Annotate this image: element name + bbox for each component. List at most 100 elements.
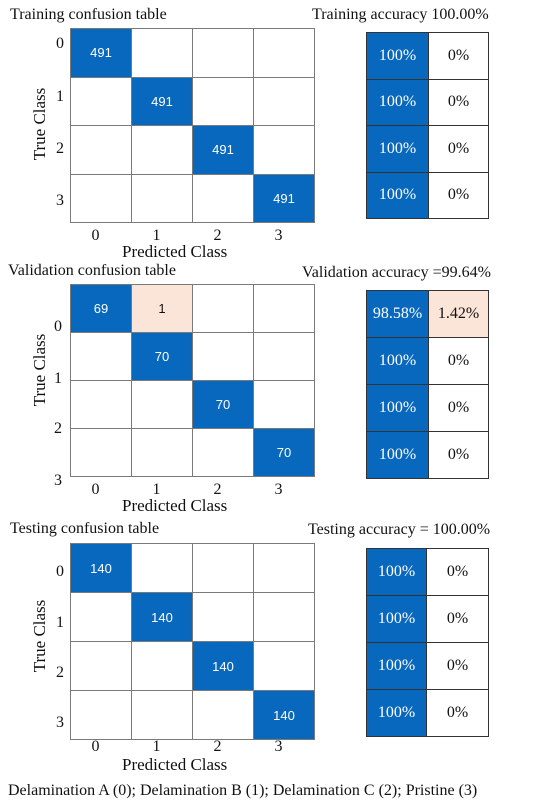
matrix-cell	[253, 543, 315, 593]
matrix-cell: 140	[253, 690, 315, 740]
x-tick-label: 0	[91, 738, 100, 755]
matrix-cell	[70, 332, 132, 381]
y-axis-label: True Class	[30, 87, 49, 161]
y-tick-label: 3	[54, 472, 62, 489]
matrix-cell	[131, 28, 193, 78]
matrix-cell	[192, 543, 254, 593]
matrix-cell	[253, 332, 315, 381]
matrix-cell	[253, 76, 315, 126]
matrix-cell: 491	[253, 173, 315, 223]
y-tick-label: 2	[56, 664, 64, 681]
per-class-error: 0%	[426, 595, 489, 643]
y-tick-label: 0	[56, 35, 64, 52]
per-class-accuracy: 100%	[366, 548, 427, 596]
confusion-table-title: Testing confusion table	[10, 520, 160, 537]
y-tick-label: 1	[56, 614, 64, 631]
y-axis-label: True Class	[30, 333, 49, 407]
matrix-cell	[70, 76, 132, 126]
y-tick-label: 1	[56, 88, 64, 105]
per-class-accuracy: 100%	[366, 125, 429, 173]
matrix-cell: 140	[192, 641, 254, 691]
per-class-accuracy: 100%	[366, 642, 427, 690]
x-tick-label: 3	[274, 481, 283, 498]
matrix-cell	[192, 173, 254, 223]
matrix-cell: 70	[131, 332, 193, 381]
x-axis-label: Predicted Class	[122, 755, 228, 774]
matrix-cell	[70, 592, 132, 642]
x-tick-label: 1	[152, 481, 161, 498]
matrix-cell	[192, 332, 254, 381]
matrix-cell	[131, 690, 193, 740]
matrix-cell	[70, 380, 132, 429]
matrix-cell	[192, 28, 254, 78]
accuracy-title: Testing accuracy = 100.00%	[308, 521, 491, 538]
per-class-error: 0%	[426, 689, 489, 737]
per-class-error: 0%	[428, 78, 489, 126]
y-tick-label: 3	[56, 192, 64, 209]
per-class-accuracy: 100%	[366, 171, 429, 219]
matrix-cell: 69	[70, 284, 132, 333]
y-tick-label: 2	[56, 140, 64, 157]
x-tick-label: 1	[152, 738, 161, 755]
per-class-error: 0%	[428, 337, 489, 385]
matrix-cell: 70	[192, 380, 254, 429]
matrix-cell	[192, 284, 254, 333]
y-tick-label: 0	[54, 318, 62, 335]
matrix-cell	[70, 690, 132, 740]
matrix-cell	[253, 284, 315, 333]
matrix-cell: 491	[192, 125, 254, 175]
matrix-cell	[253, 592, 315, 642]
matrix-cell: 70	[253, 428, 315, 477]
matrix-cell	[131, 173, 193, 223]
per-class-error: 0%	[426, 642, 489, 690]
per-class-accuracy: 100%	[366, 337, 429, 385]
matrix-cell	[131, 380, 193, 429]
y-tick-label: 0	[56, 563, 64, 580]
matrix-cell: 491	[70, 28, 132, 78]
per-class-accuracy: 100%	[366, 595, 427, 643]
x-tick-label: 2	[213, 227, 222, 244]
matrix-cell	[253, 380, 315, 429]
class-legend-footer: Delamination A (0); Delamination B (1); …	[8, 782, 478, 799]
x-tick-label: 0	[91, 481, 100, 498]
matrix-cell: 140	[131, 592, 193, 642]
x-tick-label: 3	[274, 738, 283, 755]
y-tick-label: 1	[54, 370, 62, 387]
matrix-cell	[253, 641, 315, 691]
per-class-accuracy: 98.58%	[366, 290, 429, 338]
matrix-cell: 140	[70, 543, 132, 593]
x-axis-label: Predicted Class	[122, 496, 228, 515]
matrix-cell	[70, 173, 132, 223]
per-class-error: 0%	[426, 548, 489, 596]
matrix-cell	[192, 428, 254, 477]
per-class-error: 0%	[428, 171, 489, 219]
matrix-cell	[70, 125, 132, 175]
y-axis-label: True Class	[30, 599, 49, 673]
matrix-cell: 1	[131, 284, 193, 333]
confusion-table-title: Training confusion table	[10, 6, 167, 23]
matrix-cell	[131, 543, 193, 593]
y-tick-label: 3	[56, 714, 64, 731]
per-class-error: 0%	[428, 384, 489, 432]
per-class-accuracy: 100%	[366, 78, 429, 126]
per-class-accuracy: 100%	[366, 384, 429, 432]
x-axis-label: Predicted Class	[122, 242, 228, 261]
per-class-accuracy: 100%	[366, 689, 427, 737]
accuracy-title: Validation accuracy =99.64%	[302, 264, 491, 281]
matrix-cell	[70, 641, 132, 691]
per-class-error: 1.42%	[428, 290, 489, 338]
matrix-cell	[253, 28, 315, 78]
matrix-cell	[131, 428, 193, 477]
matrix-cell: 491	[131, 76, 193, 126]
per-class-accuracy: 100%	[366, 32, 429, 80]
matrix-cell	[192, 76, 254, 126]
x-tick-label: 0	[91, 227, 100, 244]
y-tick-label: 2	[54, 420, 62, 437]
per-class-error: 0%	[428, 32, 489, 80]
accuracy-title: Training accuracy 100.00%	[312, 6, 489, 23]
x-tick-label: 2	[213, 481, 222, 498]
matrix-cell	[131, 125, 193, 175]
x-tick-label: 3	[274, 227, 283, 244]
x-tick-label: 1	[152, 227, 161, 244]
per-class-error: 0%	[428, 125, 489, 173]
